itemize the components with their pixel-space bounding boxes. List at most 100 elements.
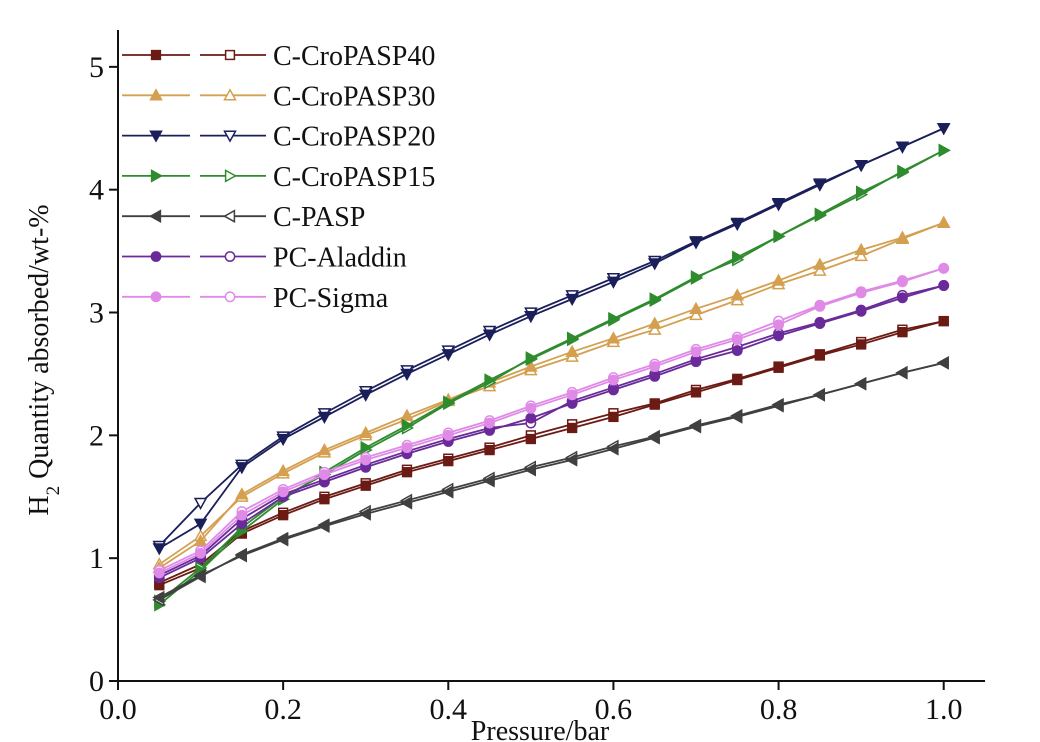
adsorption-marker [897,327,908,338]
legend-label: C-CroPASP15 [273,162,435,193]
legend-marker [223,88,237,101]
legend-marker [224,169,238,183]
desorption-line [158,267,944,572]
adsorption-marker [771,273,786,286]
y-label-subscript: 2 [43,486,64,496]
adsorption-marker [938,280,950,291]
x-tick-label: 0.0 [99,693,137,726]
adsorption-marker [276,532,289,547]
adsorption-marker [401,442,413,454]
legend-marker [222,209,236,223]
adsorption-marker [523,462,537,477]
adsorption-marker [358,425,373,439]
adsorption-marker [897,292,908,304]
legend-label: C-CroPASP40 [273,41,435,72]
adsorption-marker [319,494,330,505]
desorption-line [158,127,945,547]
legend-marker [224,251,236,262]
adsorption-marker [152,590,165,605]
adsorption-marker [773,362,784,373]
adsorption-marker [525,352,538,366]
adsorption-marker [855,339,867,350]
adsorption-marker [235,462,249,475]
adsorption-marker [234,548,248,563]
legend-marker [224,291,236,303]
desorption-line [158,284,944,577]
adsorption-line [158,127,945,550]
adsorption-marker [814,350,826,361]
adsorption-marker [812,388,826,402]
adsorption-marker [193,568,206,583]
adsorption-marker [689,237,703,250]
adsorption-marker [360,480,371,491]
adsorption-marker [649,361,661,372]
adsorption-marker [647,258,662,271]
adsorption-marker [277,510,289,521]
adsorption-marker [443,455,454,467]
adsorption-marker [690,387,702,398]
adsorption-marker [608,411,619,423]
adsorption-marker [276,433,290,447]
adsorption-marker [236,509,248,521]
y-tick-label: 2 [89,419,104,452]
x-tick-label: 0.6 [595,693,633,726]
legend-label: C-PASP [273,202,365,233]
adsorption-marker [689,301,703,314]
adsorption-marker [482,329,497,342]
adsorption-marker [193,533,208,547]
desorption-line [158,320,944,584]
y-tick-label: 0 [89,665,104,698]
adsorption-marker [813,257,827,270]
adsorption-marker [484,444,495,456]
x-tick-label: 0.4 [430,693,468,726]
legend-label: PC-Sigma [273,283,389,314]
x-tick-label: 1.0 [925,693,963,726]
x-tick-label: 0.2 [264,693,302,726]
adsorption-marker [897,165,910,180]
adsorption-marker [773,319,784,331]
adsorption-marker [608,313,621,327]
adsorption-marker [608,374,619,386]
adsorption-line [158,320,944,587]
adsorption-marker [647,431,660,445]
legend-marker [149,88,163,101]
adsorption-marker [731,345,743,357]
adsorption-marker [153,567,165,579]
adsorption-marker [566,422,578,434]
adsorption-marker [565,453,578,467]
adsorption-marker [730,410,743,424]
adsorption-marker [360,440,373,455]
adsorption-line [158,221,945,569]
adsorption-marker [484,417,495,429]
adsorption-marker [152,543,167,556]
adsorption-marker [443,395,456,409]
legend-label: C-CroPASP30 [273,81,435,112]
adsorption-marker [524,311,538,324]
adsorption-marker [773,229,786,244]
adsorption-line [158,267,944,574]
y-label-rest: Quantity absorbed/wt-% [24,204,55,486]
y-tick-label: 5 [89,51,104,84]
adsorption-marker [400,368,414,381]
adsorption-marker [732,250,745,265]
legend-marker [150,251,162,262]
y-tick-label: 3 [89,297,104,330]
adsorption-marker [814,207,827,222]
adsorption-marker [895,230,910,243]
adsorption-marker [649,370,661,382]
adsorption-marker [814,318,826,329]
adsorption-marker [936,356,949,370]
adsorption-marker [566,332,580,347]
adsorption-marker [193,518,208,531]
adsorption-line [158,361,944,599]
adsorption-marker [441,349,456,362]
adsorption-marker [565,344,579,357]
desorption-marker [813,263,827,276]
y-axis-label: H2 Quantity absorbed/wt-% [24,204,64,515]
adsorption-line [158,284,944,579]
adsorption-marker [441,485,454,499]
adsorption-marker [854,376,867,391]
adsorption-marker [606,276,621,289]
